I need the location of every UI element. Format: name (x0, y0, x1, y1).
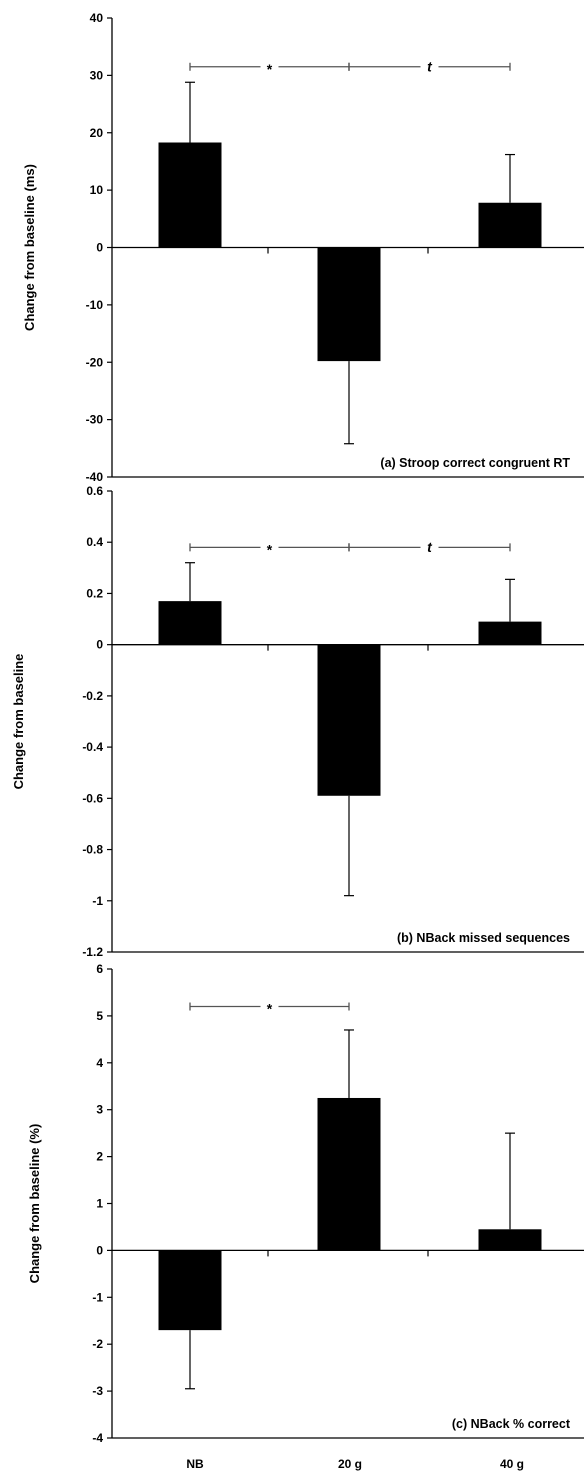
bar-1 (158, 601, 222, 645)
significance-label: * (267, 1001, 273, 1017)
bar-3 (478, 202, 542, 248)
category-label-3: 40 g (500, 1457, 524, 1471)
y-tick-label: -0.4 (82, 740, 103, 754)
y-tick-label: -3 (92, 1384, 103, 1398)
y-tick-label: 4 (96, 1056, 103, 1070)
bar-2 (317, 644, 381, 796)
y-axis-label: Change from baseline (ms) (22, 164, 37, 331)
y-axis-label: Change from baseline (%) (27, 1124, 42, 1284)
y-tick-label: 0.2 (86, 586, 103, 600)
y-tick-label: 1 (96, 1197, 103, 1211)
panel-annotation: (b) NBack missed sequences (397, 931, 570, 945)
y-tick-label: 3 (96, 1103, 103, 1117)
y-tick-label: 0 (96, 241, 103, 255)
y-tick-label: 0.4 (86, 535, 103, 549)
y-tick-label: -0.8 (82, 843, 103, 857)
bar-3 (478, 621, 542, 645)
y-tick-label: 5 (96, 1009, 103, 1023)
y-tick-label: -10 (86, 298, 104, 312)
y-tick-label: -0.6 (82, 791, 103, 805)
bar-2 (317, 1097, 381, 1251)
y-tick-label: 0 (96, 638, 103, 652)
y-tick-label: -1.2 (82, 945, 103, 959)
y-tick-label: 0 (96, 1243, 103, 1257)
bar-1 (158, 1250, 222, 1331)
y-tick-label: -2 (92, 1337, 103, 1351)
panel-annotation: (c) NBack % correct (452, 1417, 571, 1431)
chart-panel-1: 40 30 20 10 0 -10 -20 -30 -40 Change from baselin… (22, 11, 584, 484)
bar-3 (478, 1229, 542, 1251)
y-tick-label: -1 (92, 1290, 103, 1304)
y-tick-label: 2 (96, 1150, 103, 1164)
y-tick-label: -1 (92, 894, 103, 908)
y-tick-label: -20 (86, 355, 104, 369)
significance-label: * (267, 61, 273, 77)
y-tick-label: 40 (90, 11, 104, 25)
y-tick-label: -40 (86, 470, 104, 484)
chart-panel-2: 0.6 0.4 0.2 0 -0.2 -0.4 -0.6 -0.8 -1 -1.2 Change f… (11, 484, 584, 959)
y-tick-label: 20 (90, 126, 104, 140)
y-axis-label: Change from baseline (11, 654, 26, 790)
bar-2 (317, 247, 381, 362)
y-tick-label: -4 (92, 1431, 103, 1445)
bar-1 (158, 142, 222, 248)
category-label-2: 20 g (338, 1457, 362, 1471)
y-tick-label: -30 (86, 413, 104, 427)
panel-annotation: (a) Stroop correct congruent RT (380, 456, 570, 470)
y-tick-label: 30 (90, 68, 104, 82)
y-tick-label: 6 (96, 962, 103, 976)
chart-panel-3: 6 5 4 3 2 1 0 -1 -2 -3 -4 Change from baseline (%) *… (27, 962, 584, 1445)
significance-label: t (427, 58, 433, 74)
significance-label: * (267, 541, 273, 557)
y-tick-label: -0.2 (82, 689, 103, 703)
y-tick-label: 0.6 (86, 484, 103, 498)
y-tick-label: 10 (90, 183, 104, 197)
significance-label: t (427, 539, 433, 555)
category-label-1: NB (186, 1457, 204, 1471)
